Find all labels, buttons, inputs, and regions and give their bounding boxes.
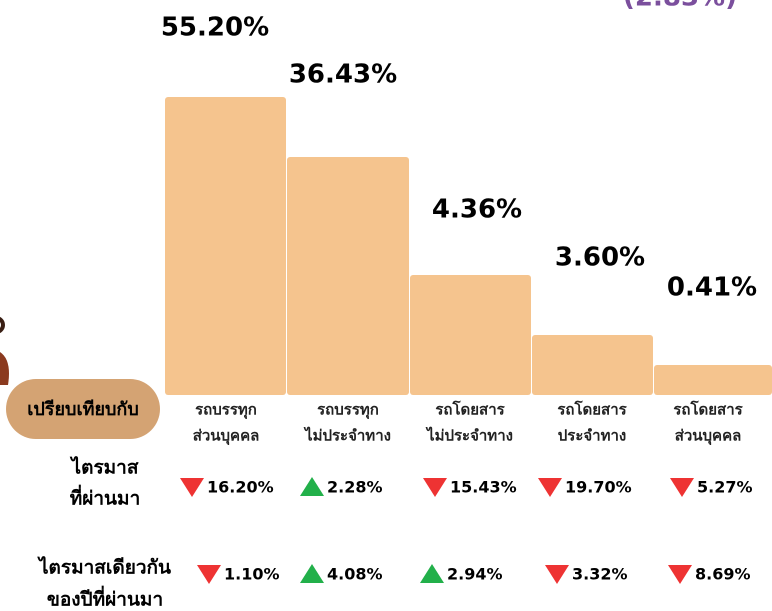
up-arrow	[300, 477, 324, 496]
category-label: ประจำทาง	[558, 427, 626, 445]
category-label: รถโดยสาร	[435, 400, 505, 419]
left-icon	[0, 316, 9, 385]
step	[165, 97, 286, 395]
category-label: ไม่ประจำทาง	[425, 426, 513, 445]
change-label: 19.70%	[565, 478, 632, 497]
down-arrow	[545, 565, 569, 584]
share-label: 55.20%	[161, 13, 269, 43]
row-label: ที่ผ่านมา	[70, 485, 141, 510]
top-note: (2.83%)	[623, 0, 737, 13]
change-label: 5.27%	[697, 478, 753, 497]
category-label: ส่วนบุคคล	[675, 427, 742, 446]
steps	[165, 97, 772, 395]
up-arrow	[420, 564, 444, 583]
down-arrow	[423, 478, 447, 497]
share-label: 4.36%	[432, 195, 522, 225]
compare-label: เปรียบเทียบกับ	[27, 399, 139, 420]
category-label: รถโดยสาร	[557, 400, 627, 419]
content: 55.20% รถบรรทุกส่วนบุคคล 36.43% รถบรรทุกไม่…	[37, 13, 757, 611]
step	[287, 157, 409, 395]
change-label: 2.94%	[447, 565, 503, 584]
share-label: 0.41%	[667, 273, 757, 303]
share-label: 36.43%	[289, 60, 397, 90]
category-label: ไม่ประจำทาง	[303, 426, 391, 445]
row-label: ของปีที่ผ่านมา	[47, 586, 163, 611]
down-arrow	[670, 478, 694, 497]
change-label: 1.10%	[224, 565, 280, 584]
down-arrow	[538, 478, 562, 497]
step	[654, 365, 772, 395]
step	[532, 335, 653, 395]
category-label: รถบรรทุก	[317, 401, 379, 420]
row-label: ไตรมาส	[70, 456, 139, 479]
down-arrow	[668, 565, 692, 584]
change-label: 3.32%	[572, 565, 628, 584]
up-arrow	[300, 564, 324, 583]
down-arrow	[180, 478, 204, 497]
row-label: ไตรมาสเดียวกัน	[37, 556, 171, 579]
step	[410, 275, 531, 395]
down-arrow	[197, 565, 221, 584]
category-label: รถบรรทุก	[195, 401, 257, 420]
change-label: 8.69%	[695, 565, 751, 584]
compare-pill	[6, 379, 160, 439]
change-label: 16.20%	[207, 478, 274, 497]
category-label: รถโดยสาร	[673, 400, 743, 419]
change-label: 4.08%	[327, 565, 383, 584]
share-label: 3.60%	[555, 243, 645, 273]
category-label: ส่วนบุคคล	[193, 427, 260, 446]
change-label: 2.28%	[327, 478, 383, 497]
change-label: 15.43%	[450, 478, 517, 497]
